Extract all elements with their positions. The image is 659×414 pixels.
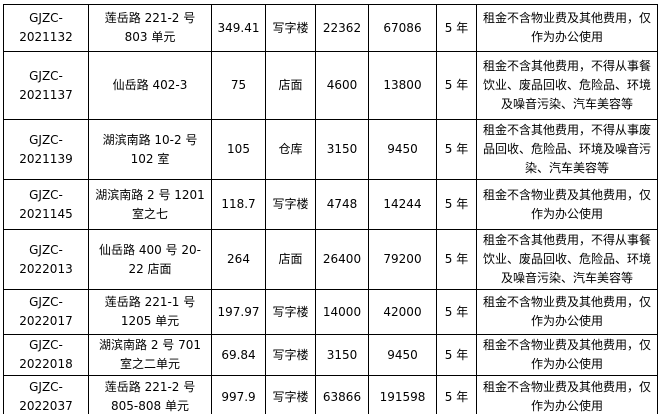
cell-term: 5 年 (436, 289, 477, 335)
cell-term: 5 年 (436, 4, 477, 52)
cell-address: 莲岳路 221-1 号 1205 单元 (88, 289, 212, 335)
cell-contract-id: GJZC-2022017 (3, 289, 89, 335)
cell-address: 湖滨南路 10-2 号 102 室 (88, 119, 212, 180)
cell-rent-quarterly: 42000 (368, 289, 437, 335)
table-row: GJZC-2021137 仙岳路 402-3 75 店面 4600 13800 … (3, 51, 658, 120)
cell-contract-id: GJZC-2022018 (3, 334, 89, 376)
cell-rent-quarterly: 67086 (368, 4, 437, 52)
cell-property-type: 店面 (265, 229, 316, 290)
cell-area: 264 (211, 229, 266, 290)
cell-property-type: 写字楼 (265, 179, 316, 230)
cell-area: 349.41 (211, 4, 266, 52)
cell-area: 105 (211, 119, 266, 180)
cell-rent-quarterly: 79200 (368, 229, 437, 290)
cell-area: 197.97 (211, 289, 266, 335)
cell-contract-id: GJZC-2021139 (3, 119, 89, 180)
cell-address: 莲岳路 221-2 号 803 单元 (88, 4, 212, 52)
cell-rent-quarterly: 13800 (368, 51, 437, 120)
cell-address: 莲岳路 221-2 号 805-808 单元 (88, 375, 212, 414)
cell-area: 118.7 (211, 179, 266, 230)
cell-notes: 租金不含物业费及其他费用，仅作为办公使用 (476, 334, 658, 376)
cell-term: 5 年 (436, 229, 477, 290)
cell-notes: 租金不含其他费用，不得从事废品回收、危险品、环境及噪音污染、汽车美容等 (476, 119, 658, 180)
cell-rent-monthly: 26400 (315, 229, 369, 290)
cell-property-type: 写字楼 (265, 4, 316, 52)
cell-rent-quarterly: 191598 (368, 375, 437, 414)
cell-notes: 租金不含物业费及其他费用，仅作为办公使用 (476, 4, 658, 52)
cell-term: 5 年 (436, 179, 477, 230)
table-row: GJZC-2021145 湖滨南路 2 号 1201 室之七 118.7 写字楼… (3, 179, 658, 230)
cell-rent-monthly: 14000 (315, 289, 369, 335)
cell-area: 75 (211, 51, 266, 120)
cell-address: 湖滨南路 2 号 1201 室之七 (88, 179, 212, 230)
cell-contract-id: GJZC-2021145 (3, 179, 89, 230)
cell-notes: 租金不含其他费用，不得从事餐饮业、废品回收、危险品、环境及噪音污染、汽车美容等 (476, 229, 658, 290)
cell-contract-id: GJZC-2021132 (3, 4, 89, 52)
cell-rent-monthly: 22362 (315, 4, 369, 52)
cell-rent-quarterly: 9450 (368, 119, 437, 180)
cell-property-type: 仓库 (265, 119, 316, 180)
cell-term: 5 年 (436, 334, 477, 376)
rental-listings-table: GJZC-2021132 莲岳路 221-2 号 803 单元 349.41 写… (3, 4, 658, 414)
cell-property-type: 店面 (265, 51, 316, 120)
cell-term: 5 年 (436, 375, 477, 414)
table-row: GJZC-2022013 仙岳路 400 号 20-22 店面 264 店面 2… (3, 229, 658, 290)
table-row: GJZC-2022018 湖滨南路 2 号 701 室之二单元 69.84 写字… (3, 334, 658, 376)
table-row: GJZC-2022037 莲岳路 221-2 号 805-808 单元 997.… (3, 375, 658, 414)
cell-rent-quarterly: 9450 (368, 334, 437, 376)
cell-notes: 租金不含物业费及其他费用，仅作为办公使用 (476, 179, 658, 230)
cell-area: 69.84 (211, 334, 266, 376)
cell-contract-id: GJZC-2021137 (3, 51, 89, 120)
cell-address: 仙岳路 402-3 (88, 51, 212, 120)
cell-term: 5 年 (436, 119, 477, 180)
cell-address: 湖滨南路 2 号 701 室之二单元 (88, 334, 212, 376)
cell-notes: 租金不含物业费及其他费用，仅作为办公使用 (476, 289, 658, 335)
cell-area: 997.9 (211, 375, 266, 414)
cell-property-type: 写字楼 (265, 289, 316, 335)
cell-rent-monthly: 63866 (315, 375, 369, 414)
cell-property-type: 写字楼 (265, 334, 316, 376)
cell-rent-quarterly: 14244 (368, 179, 437, 230)
table-row: GJZC-2021139 湖滨南路 10-2 号 102 室 105 仓库 31… (3, 119, 658, 180)
cell-rent-monthly: 4748 (315, 179, 369, 230)
cell-property-type: 写字楼 (265, 375, 316, 414)
cell-address: 仙岳路 400 号 20-22 店面 (88, 229, 212, 290)
cell-notes: 租金不含其他费用，不得从事餐饮业、废品回收、危险品、环境及噪音污染、汽车美容等 (476, 51, 658, 120)
cell-rent-monthly: 4600 (315, 51, 369, 120)
cell-contract-id: GJZC-2022013 (3, 229, 89, 290)
table-row: GJZC-2021132 莲岳路 221-2 号 803 单元 349.41 写… (3, 4, 658, 52)
cell-rent-monthly: 3150 (315, 119, 369, 180)
cell-contract-id: GJZC-2022037 (3, 375, 89, 414)
cell-rent-monthly: 3150 (315, 334, 369, 376)
cell-notes: 租金不含物业费及其他费用，仅作为办公使用 (476, 375, 658, 414)
cell-term: 5 年 (436, 51, 477, 120)
table-row: GJZC-2022017 莲岳路 221-1 号 1205 单元 197.97 … (3, 289, 658, 335)
